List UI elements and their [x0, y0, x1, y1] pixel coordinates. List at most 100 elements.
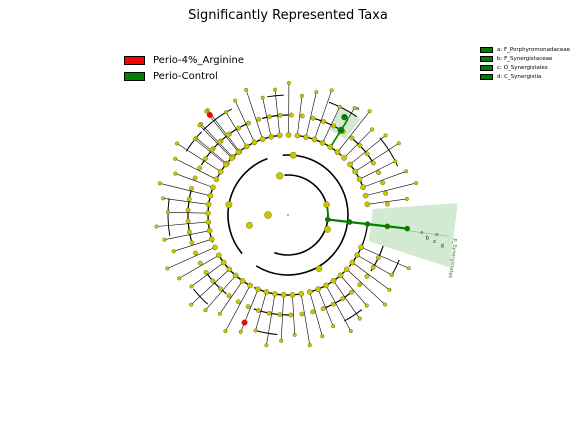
taxon-node	[204, 109, 209, 114]
taxon-node	[319, 140, 326, 146]
taxon-node	[330, 277, 337, 284]
taxon-node	[157, 181, 162, 186]
taxon-node	[161, 196, 166, 201]
taxon-node	[273, 87, 278, 92]
taxon-node	[352, 106, 357, 111]
clade-legend-item-b: b: F_Synergistaceae	[480, 54, 570, 63]
arc	[185, 131, 203, 152]
arc	[256, 330, 278, 336]
taxon-node	[354, 252, 361, 258]
clade-letter-c: c	[433, 239, 436, 245]
branch-line	[194, 139, 227, 165]
taxon-node	[358, 244, 364, 251]
clade-legend: a: F_Porphyromonadaceae b: F_Synergistac…	[480, 45, 570, 81]
taxon-node	[238, 329, 243, 334]
taxon-node	[331, 123, 336, 129]
taxon-node	[239, 278, 246, 284]
branch-line	[352, 262, 390, 291]
taxon-node	[241, 319, 248, 326]
branch-line	[349, 135, 386, 165]
taxon-node	[389, 273, 394, 278]
taxon-node	[218, 286, 223, 292]
taxon-node	[245, 304, 251, 310]
taxon-node	[420, 231, 424, 235]
taxon-node	[253, 328, 258, 333]
taxon-node	[217, 168, 224, 175]
taxon-node	[396, 141, 401, 146]
taxon-node	[220, 259, 227, 266]
taxon-node	[276, 132, 283, 139]
cladogram-branches	[156, 83, 449, 346]
branch-line	[361, 247, 409, 269]
clade-legend-item-d: d: C_Synergistia	[480, 72, 570, 81]
taxon-node	[383, 302, 388, 307]
taxon-node	[173, 171, 178, 176]
branch-line	[219, 280, 243, 314]
taxon-node	[236, 125, 242, 131]
taxon-node	[217, 311, 222, 316]
taxon-node	[205, 210, 211, 216]
clade-letter-d: d	[441, 243, 444, 249]
taxon-node	[341, 113, 348, 121]
clade-letter-b: b	[426, 235, 429, 241]
taxon-node	[364, 274, 370, 279]
figure-title: Significantly Represented Taxa	[188, 8, 388, 23]
taxon-node	[323, 282, 329, 289]
taxon-node	[232, 272, 239, 279]
taxon-node	[348, 329, 353, 334]
taxon-node	[235, 149, 242, 156]
taxon-node	[346, 219, 353, 225]
taxon-node	[311, 136, 318, 143]
taxon-node	[213, 176, 220, 183]
branch-line	[359, 161, 396, 180]
legend-label-control: Perio-Control	[153, 70, 218, 82]
taxon-node	[376, 255, 381, 261]
arc	[328, 101, 358, 118]
branch-line	[365, 182, 417, 196]
arc	[344, 309, 363, 322]
taxon-node	[367, 109, 372, 114]
legend-item-arginine: Perio-4%_Arginine	[124, 52, 244, 68]
taxon-node	[210, 278, 216, 284]
taxon-node	[223, 329, 228, 334]
branch-line	[322, 106, 341, 143]
taxon-node	[349, 135, 355, 141]
branch-line	[367, 198, 407, 205]
branch-line	[266, 293, 276, 346]
taxon-node	[404, 169, 409, 174]
taxon-node	[251, 139, 258, 146]
taxon-node	[349, 259, 356, 266]
taxon-node	[435, 233, 439, 236]
taxon-node	[298, 291, 305, 297]
taxon-node	[315, 286, 321, 292]
branch-line	[200, 123, 233, 158]
taxon-node	[263, 289, 270, 295]
branch-line	[325, 285, 352, 332]
branch-line	[175, 173, 214, 188]
arc	[193, 288, 209, 305]
clade-legend-item-c: c: O_Synergistales	[480, 63, 570, 72]
taxon-node	[288, 312, 294, 318]
taxon-node	[224, 110, 229, 115]
branch-line	[205, 111, 239, 153]
taxon-node	[310, 309, 316, 315]
taxon-node	[244, 87, 249, 92]
taxon-node	[300, 93, 305, 98]
taxon-node	[286, 81, 291, 86]
taxon-node	[171, 249, 176, 254]
taxon-node	[343, 266, 350, 273]
taxon-node	[247, 282, 253, 289]
taxon-node	[272, 291, 278, 297]
taxon-node	[187, 229, 192, 235]
taxon-node	[175, 141, 180, 146]
taxon-node	[185, 218, 191, 224]
taxon-node	[370, 160, 376, 166]
taxon-node	[192, 137, 197, 142]
taxon-node	[383, 190, 389, 196]
taxon-node	[362, 192, 369, 199]
branch-line	[245, 89, 263, 140]
taxon-node	[256, 116, 262, 122]
branch-line	[199, 125, 233, 159]
taxon-node	[340, 296, 346, 302]
branch-line	[317, 289, 334, 327]
